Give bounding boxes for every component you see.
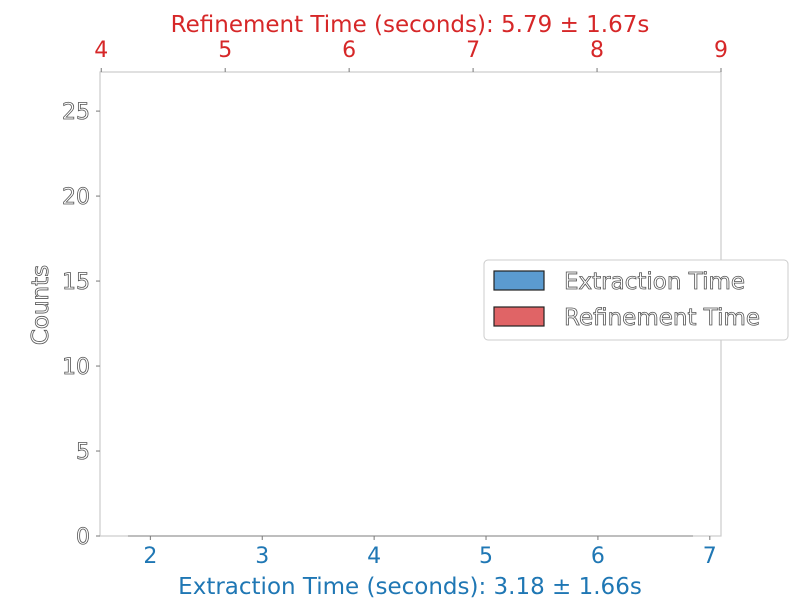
bottom-tick-label: 2: [143, 544, 157, 569]
y-axis-title: Counts: [28, 265, 54, 345]
bottom-tick-label: 5: [479, 544, 493, 569]
top-tick-label: 8: [590, 38, 604, 63]
legend-frame: [483, 259, 789, 341]
bottom-axis-ticks: 2 3 4 5 6 7: [143, 536, 717, 569]
bottom-tick-label: 4: [367, 544, 381, 569]
top-axis-ticks: 4 5 6 7 8 9: [94, 38, 728, 72]
top-tick-label: 9: [714, 38, 728, 63]
legend: Extraction Time Refinement Time: [483, 259, 789, 341]
bottom-axis-title: Extraction Time (seconds): 3.18 ± 1.66s: [178, 574, 642, 600]
top-tick-label: 6: [342, 38, 356, 63]
y-tick-label: 20: [62, 185, 90, 210]
bottom-tick-label: 6: [591, 544, 605, 569]
top-tick-label: 5: [218, 38, 232, 63]
legend-swatch-refinement: [493, 306, 545, 327]
top-axis-title: Refinement Time (seconds): 5.79 ± 1.67s: [171, 12, 650, 38]
y-tick-label: 0: [76, 525, 90, 550]
y-tick-label: 10: [62, 355, 90, 380]
legend-swatch-extraction: [493, 270, 545, 291]
bottom-tick-label: 7: [703, 544, 717, 569]
y-tick-label: 25: [62, 100, 90, 125]
legend-label-extraction: Extraction Time: [564, 269, 745, 295]
top-tick-label: 4: [94, 38, 108, 63]
y-tick-label: 15: [62, 270, 90, 295]
y-tick-label: 5: [76, 440, 90, 465]
legend-label-refinement: Refinement Time: [564, 305, 760, 331]
y-axis-ticks: 0 5 10 15 20 25: [62, 100, 100, 550]
top-tick-label: 7: [466, 38, 480, 63]
bottom-tick-label: 3: [255, 544, 269, 569]
